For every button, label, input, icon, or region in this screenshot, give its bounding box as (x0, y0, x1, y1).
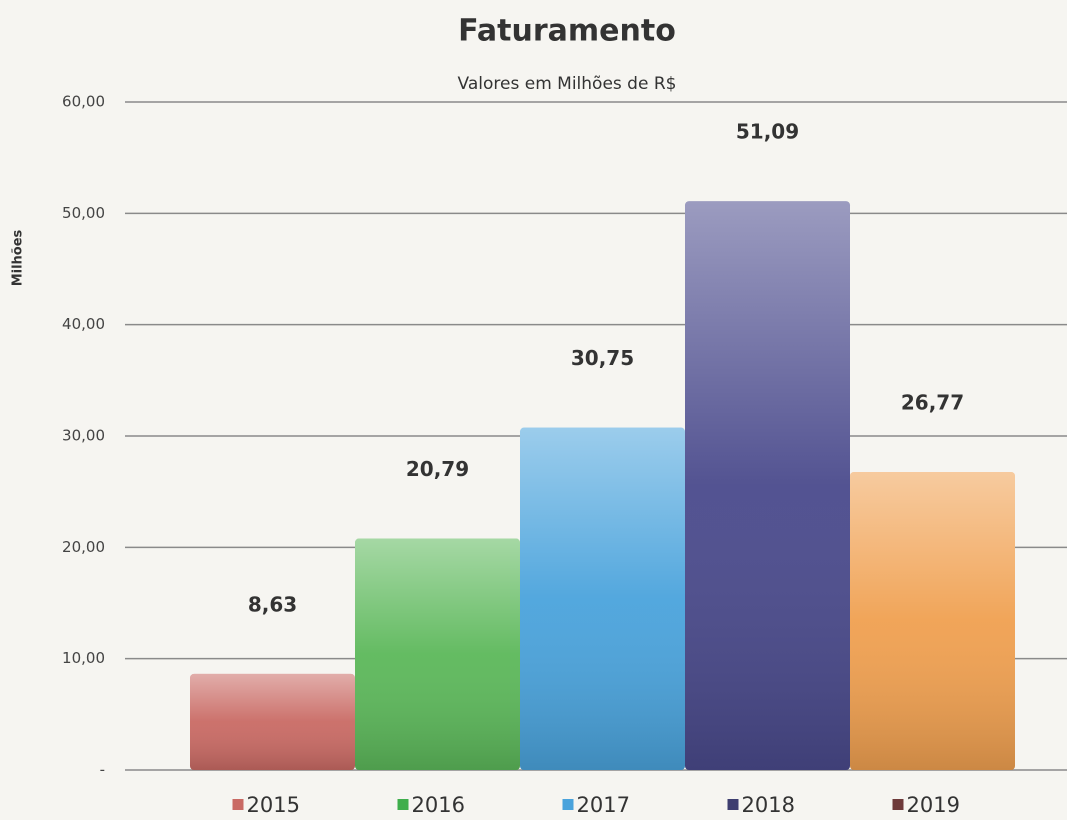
value-label: 30,75 (571, 346, 634, 370)
bar-shade (850, 471, 1015, 770)
bar-shade (190, 673, 355, 770)
legend-swatch (892, 799, 904, 810)
legend-label: 2017 (577, 793, 630, 817)
y-tick-label: 40,00 (62, 315, 105, 333)
legend-label: 2016 (412, 793, 465, 817)
legend-swatch (562, 799, 574, 810)
legend-label: 2019 (907, 793, 960, 817)
bar-shade (685, 201, 850, 770)
value-label: 8,63 (248, 592, 297, 616)
legend-swatch (232, 799, 244, 810)
legend-swatch (727, 799, 739, 810)
chart-subtitle: Valores em Milhões de R$ (458, 74, 677, 94)
chart-title: Faturamento (458, 14, 676, 49)
y-tick-label: - (100, 761, 105, 779)
y-axis-label: Milhões (11, 229, 26, 286)
value-label: 51,09 (736, 120, 799, 144)
bar-shade (355, 538, 520, 770)
bar-shade (520, 427, 685, 770)
legend-swatch (397, 799, 409, 810)
legend-label: 2018 (742, 793, 795, 817)
y-tick-label: 50,00 (62, 204, 105, 222)
y-tick-label: 10,00 (62, 649, 105, 667)
y-tick-label: 20,00 (62, 538, 105, 556)
y-tick-label: 30,00 (62, 427, 105, 445)
value-label: 20,79 (406, 457, 469, 481)
value-label: 26,77 (901, 390, 964, 414)
y-tick-label: 60,00 (62, 93, 105, 111)
legend-label: 2015 (247, 793, 300, 817)
